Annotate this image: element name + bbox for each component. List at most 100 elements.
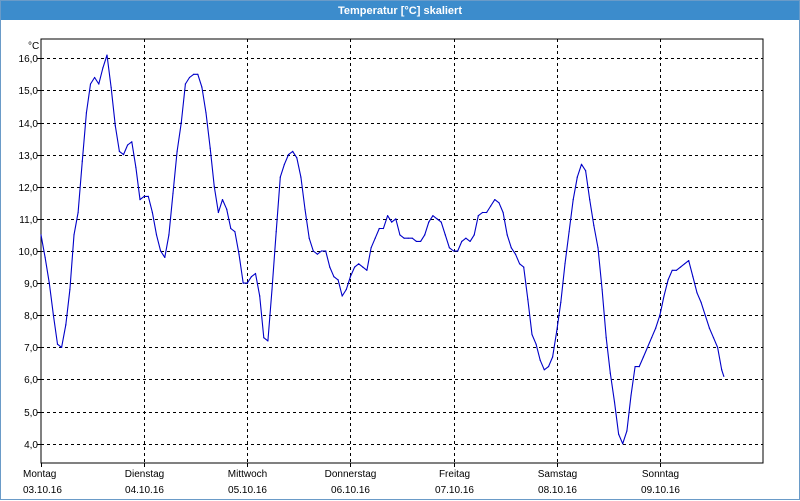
data-point [234, 231, 236, 233]
data-point [337, 279, 339, 281]
data-point [514, 253, 517, 255]
data-point [127, 144, 129, 146]
data-point [221, 199, 224, 201]
data-point [283, 163, 285, 165]
data-point [646, 346, 649, 348]
data-point [345, 288, 347, 291]
data-point [663, 295, 665, 297]
data-point [296, 157, 298, 159]
data-point [164, 256, 166, 258]
series-group [40, 54, 725, 445]
data-point [601, 288, 603, 291]
data-point [341, 295, 343, 297]
data-point [523, 266, 525, 268]
data-point [490, 205, 492, 207]
y-tick-label: 14,0 [19, 119, 39, 130]
data-point [110, 86, 112, 88]
data-point [73, 234, 75, 236]
y-tick-label: 12,0 [19, 183, 39, 194]
data-point [638, 366, 640, 368]
data-point [52, 314, 55, 316]
data-point [481, 211, 484, 214]
data-point [498, 202, 500, 204]
data-point [85, 112, 87, 114]
data-point [543, 369, 545, 371]
data-point [671, 269, 673, 271]
data-point [453, 250, 455, 252]
data-point [593, 224, 595, 226]
data-point [688, 260, 690, 262]
data-point [436, 218, 438, 220]
data-point [432, 215, 434, 217]
data-point [238, 253, 240, 255]
x-tick-day-label: Mittwoch [228, 469, 267, 480]
data-point [275, 231, 277, 233]
data-point [226, 208, 228, 210]
data-point [382, 227, 384, 230]
data-point [597, 247, 599, 249]
y-axis-unit: °C [28, 41, 39, 52]
data-point [568, 231, 570, 233]
y-tick-label: 16,0 [19, 54, 39, 65]
data-point [655, 327, 657, 329]
data-point [155, 234, 158, 236]
data-point [333, 276, 335, 278]
x-tick-day-label: Dienstag [125, 469, 164, 480]
data-point [94, 76, 96, 79]
data-point [205, 112, 207, 114]
data-point [527, 298, 529, 300]
data-point [704, 314, 706, 316]
data-point [354, 266, 356, 268]
data-point [366, 269, 368, 271]
data-point [519, 263, 521, 265]
data-point [407, 237, 409, 239]
x-tick-date-label: 07.10.16 [435, 485, 474, 496]
data-point [135, 166, 137, 169]
x-tick-date-label: 04.10.16 [125, 485, 164, 496]
data-point [168, 234, 170, 236]
data-point [403, 237, 405, 239]
data-point [605, 337, 607, 339]
data-point [217, 211, 219, 214]
data-point [176, 150, 178, 152]
y-tick-label: 5,0 [24, 408, 38, 419]
data-point [287, 154, 290, 156]
data-point [213, 186, 215, 188]
data-point [378, 227, 380, 230]
data-point [370, 247, 372, 249]
data-point [424, 234, 426, 236]
data-point [712, 337, 715, 339]
x-tick-date-label: 03.10.16 [23, 485, 62, 496]
data-point [395, 218, 397, 220]
data-point [679, 266, 682, 268]
data-point [420, 240, 422, 242]
data-point [300, 176, 302, 178]
data-point [539, 359, 541, 361]
data-point [61, 346, 63, 348]
data-point [308, 237, 310, 239]
data-point [209, 147, 211, 149]
data-point [696, 292, 698, 294]
y-tick-label: 11,0 [19, 215, 38, 226]
data-point [700, 301, 702, 303]
data-point [589, 199, 591, 201]
data-point [506, 234, 508, 236]
window-title: Temperatur [°C] skaliert [1, 1, 799, 20]
data-point [717, 346, 719, 348]
data-point [184, 83, 186, 85]
data-point [535, 343, 537, 345]
data-point [692, 276, 694, 278]
data-point [312, 250, 314, 252]
y-tick-label: 15,0 [19, 86, 39, 97]
data-point [65, 324, 67, 326]
data-point [77, 211, 79, 214]
data-point [201, 86, 203, 88]
data-point [415, 240, 417, 242]
data-point [172, 192, 174, 194]
data-point [193, 73, 195, 75]
data-point [40, 234, 42, 236]
data-point [292, 150, 294, 152]
data-point [494, 199, 496, 201]
